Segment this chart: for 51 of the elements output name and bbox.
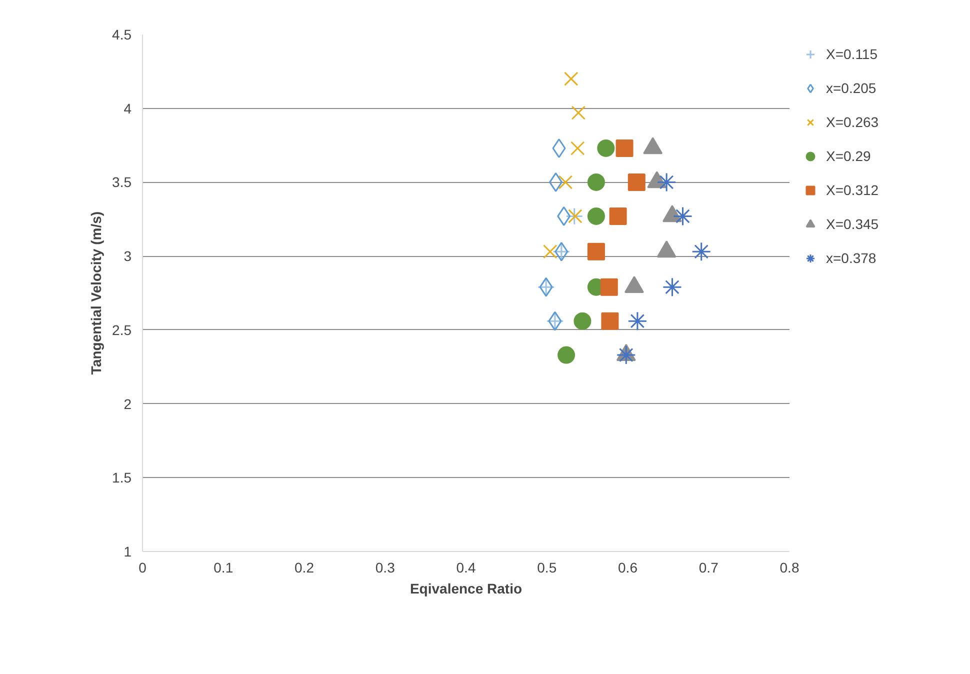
legend-label: X=0.345 [826,216,879,232]
point [656,172,676,192]
point [558,175,573,190]
y-tick-label: 3.5 [112,174,132,190]
point [552,138,566,158]
point [609,207,627,225]
y-tick-label: 4.5 [112,26,132,42]
y-tick-label: 1.5 [112,470,132,486]
y-axis-title: Tangential Velocity (m/s) [88,211,104,375]
point [628,173,646,191]
point [587,173,605,191]
point [557,206,571,226]
x-tick-label: 0.1 [214,560,234,576]
point [616,139,634,157]
point [597,140,615,157]
point [672,206,692,226]
point [587,242,605,260]
x-tick-label: 0 [138,560,147,576]
point [564,72,578,86]
legend-label: X=0.29 [826,148,871,164]
x-tick-label: 0.3 [375,560,396,576]
point [600,278,618,296]
legend-label: X=0.115 [826,46,878,62]
legend-label: X=0.263 [826,114,879,130]
y-tick-label: 4 [124,100,132,116]
point [574,312,592,330]
point [616,345,636,365]
legend-label: x=0.205 [826,80,876,96]
point [558,346,576,364]
x-tick-label: 0.8 [780,560,800,576]
point [601,312,619,330]
point [628,311,648,331]
point [662,277,682,297]
x-tick-label: 0.5 [537,560,557,576]
point [692,242,712,262]
x-tick-label: 0.6 [618,560,638,576]
x-tick-label: 0.4 [456,560,476,576]
x-tick-label: 0.2 [294,560,314,576]
x-axis-title: Eqivalence Ratio [410,580,522,596]
point [587,207,605,225]
y-tick-label: 3 [124,248,132,264]
y-tick-label: 2.5 [112,322,132,338]
y-tick-label: 1 [124,544,132,560]
legend-label: x=0.378 [826,250,876,266]
point [570,141,585,156]
y-tick-label: 2 [124,396,132,412]
x-tick-label: 0.7 [698,560,719,576]
point [571,106,586,120]
point [542,244,558,259]
legend-label: X=0.312 [826,182,879,198]
point [549,172,563,192]
